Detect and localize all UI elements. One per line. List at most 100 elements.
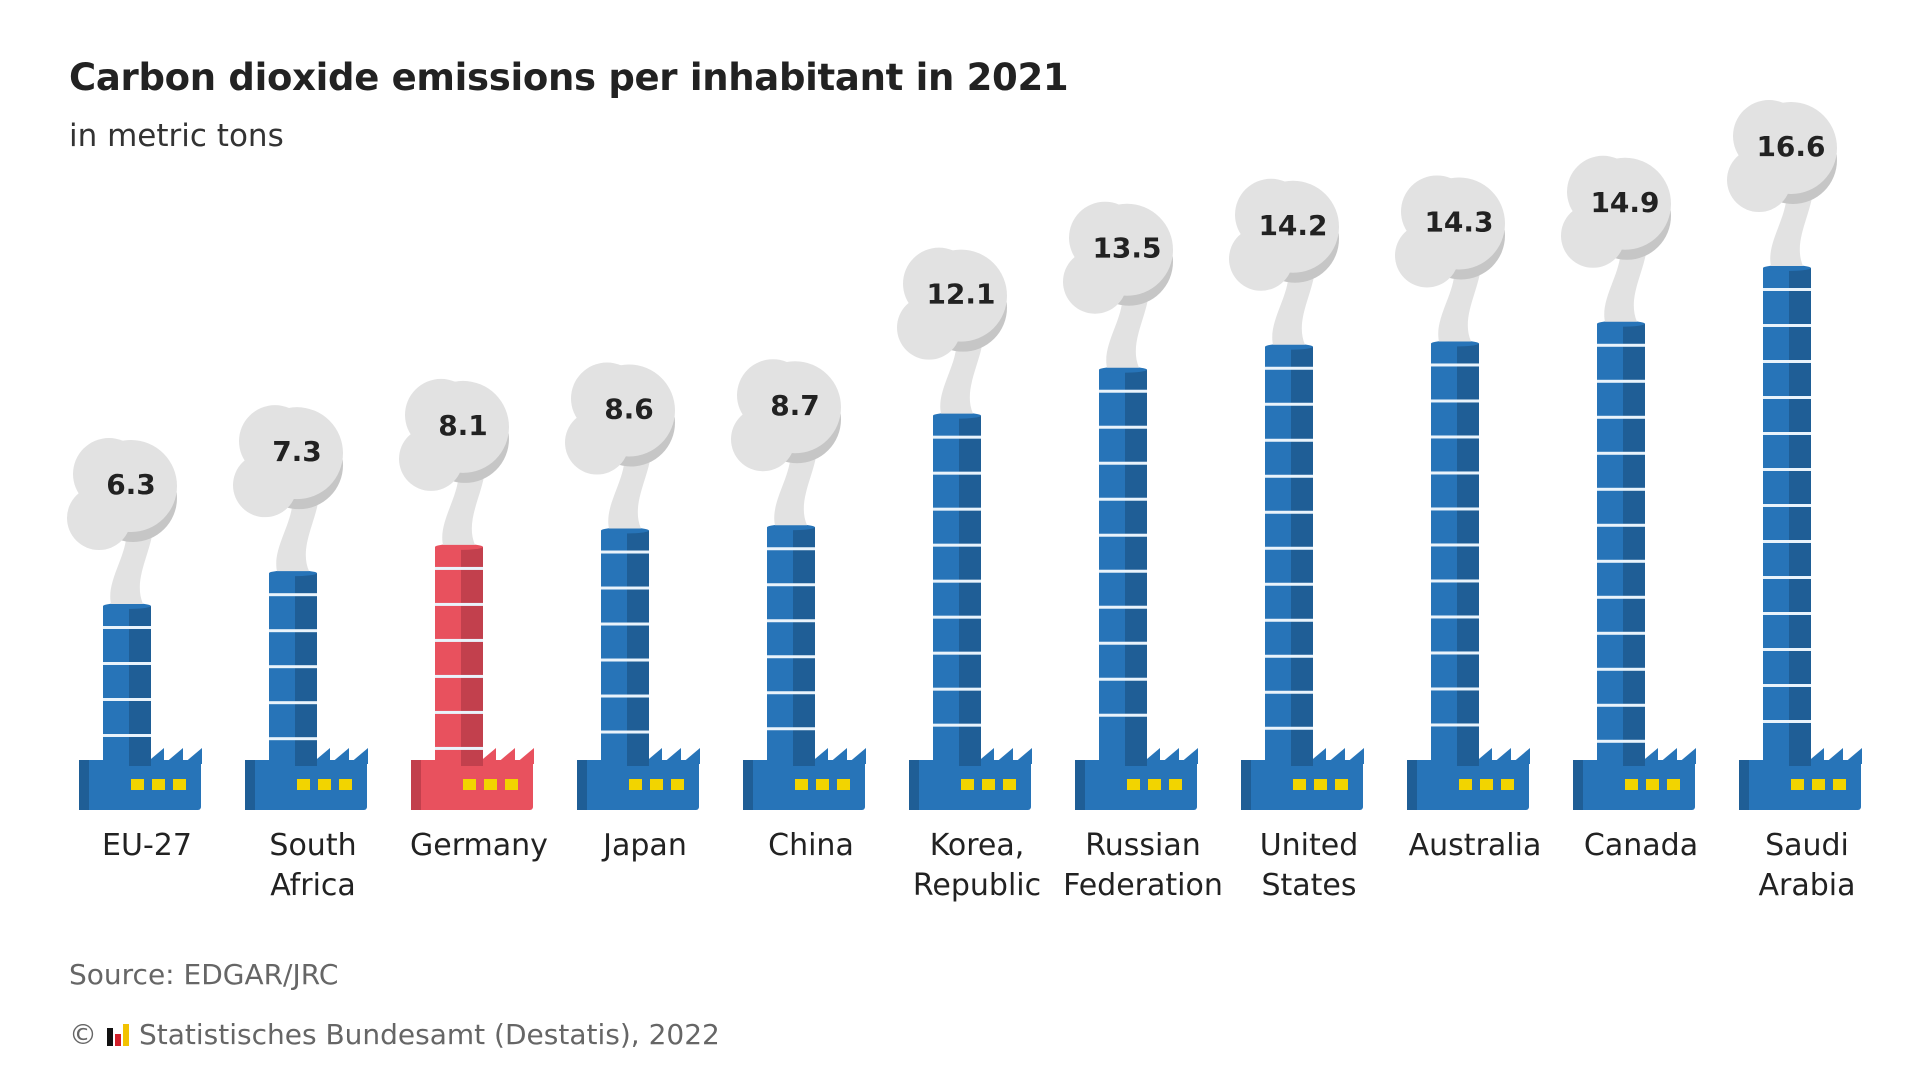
factory-roof [1805,748,1862,764]
factory-window [1314,779,1327,790]
copyright-note: © Statistisches Bundesamt (Destatis), 20… [69,1018,720,1051]
chimney-stripe [933,615,981,619]
chimney-stripe [767,619,815,623]
chimney-stack-shade [793,527,815,766]
chimney-stripe [269,629,317,633]
factory-window [131,779,144,790]
chimney-bar: 14.9 Canada [1561,155,1698,863]
factory-shade [1075,760,1085,810]
chimney-stripe [601,622,649,626]
chimney-stripe [767,727,815,731]
chimney-stack-shade [1789,268,1811,766]
factory-window [629,779,642,790]
chimney-rim [933,412,981,419]
chimney-stripe [1763,396,1811,399]
factory-window [1148,779,1161,790]
chimney-rim [435,543,483,550]
chimney-bar: 8.6 Japan [565,362,700,863]
chimney-stripe [1597,379,1645,383]
value-label: 14.2 [1258,209,1327,242]
chimney-stripe [1431,579,1479,583]
chimney-stripe [767,655,815,659]
chimney-stripe [1597,343,1645,347]
smoke-puff [1745,102,1837,194]
value-label: 8.7 [770,389,820,422]
category-label: Germany [410,828,548,863]
chimney-stripe [1431,507,1479,511]
chimney-rim [601,527,649,534]
chimney-stripe [767,547,815,551]
chimney-stripe [1099,605,1147,609]
chimney-stripe [1597,631,1645,635]
chimney-stripe [1099,713,1147,717]
smoke-puff [417,380,509,473]
chimney-stack-shade [461,546,483,766]
chimney-stripe [1763,648,1811,651]
factory-roof [1639,748,1696,764]
factory-window [1667,779,1680,790]
factory-window [484,779,497,790]
category-label: South Africa [269,828,356,903]
factory-window [297,779,310,790]
chimney-bar: 8.7 China [731,359,866,863]
chimney-bar: 14.2 United States [1229,178,1364,903]
chart-title: Carbon dioxide emissions per inhabitant … [69,56,1069,99]
factory-window [1293,779,1306,790]
chimney-stripe [1763,432,1811,435]
factory-window [816,779,829,790]
chimney-stripe [1763,504,1811,507]
chimney-stripe [1597,559,1645,563]
factory-window [1127,779,1140,790]
factory-shade [411,760,421,810]
chimney-stripe [933,687,981,691]
chimney-rim [103,603,151,609]
factory-shade [79,760,89,810]
chimney-stripe [1265,582,1313,586]
chimney-stripe [103,626,151,629]
copyright-symbol: © [69,1018,97,1051]
chimney-rim [1597,320,1645,327]
factory-shade [1407,760,1417,810]
factory-roof [311,748,368,764]
value-label: 8.1 [438,409,488,442]
chimney-stripe [933,435,981,439]
source-note: Source: EDGAR/JRC [69,958,339,991]
chimney-stripe [1265,690,1313,694]
chimney-stripe [1763,720,1811,723]
smoke-cloud [1727,100,1837,266]
chimney-stripe [435,746,483,750]
factory-roof [1141,748,1198,764]
factory-shade [577,760,587,810]
chimney-stripe [435,638,483,642]
factory-shade [245,760,255,810]
chimney-stripe [1763,360,1811,363]
chimney-stripe [269,593,317,597]
smoke-puff [251,407,343,500]
chimney-stripe [435,566,483,570]
chimney-stripe [1265,474,1313,478]
chimney-stripe [1265,546,1313,550]
chimney-stripe [933,651,981,655]
factory-window [1501,779,1514,790]
value-label: 16.6 [1756,130,1825,163]
factory-window [1833,779,1846,790]
chimney-stripe [1597,703,1645,707]
chimney-stripe [1431,435,1479,439]
chimney-stripe [1099,533,1147,537]
chimney-stripe [933,471,981,475]
chimney-stripe [933,579,981,583]
chimney-stripe [601,730,649,734]
factory-shade [1739,760,1749,810]
chimney-stripe [1099,425,1147,429]
smoke-puff [583,364,675,457]
category-label: Australia [1409,828,1542,863]
chimney-stripe [1763,324,1811,327]
destatis-logo-icon [107,1023,129,1046]
category-label: Japan [601,828,687,863]
chimney-stripe [1431,471,1479,475]
factory-window [1003,779,1016,790]
chimney-stripe [1597,487,1645,491]
factory-window [961,779,974,790]
factory-window [795,779,808,790]
chimney-stripe [1431,615,1479,619]
